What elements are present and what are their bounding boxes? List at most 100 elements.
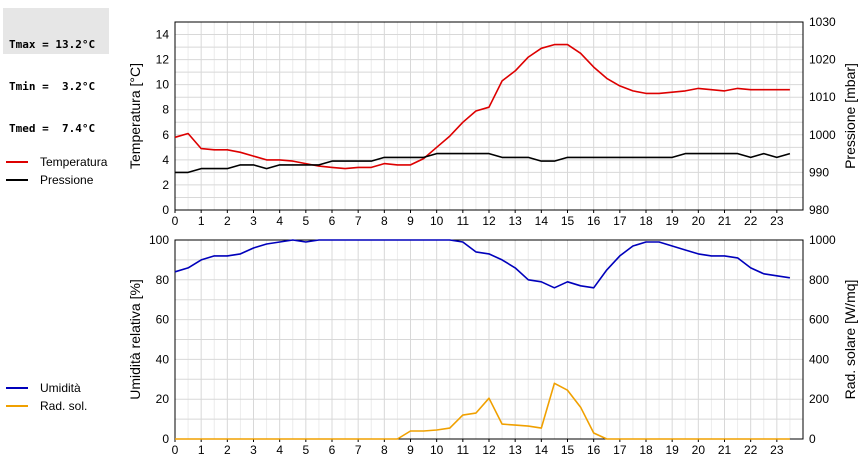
y-tick-label: 6 <box>162 128 169 142</box>
x-tick-label: 6 <box>329 214 336 228</box>
chart-panel-temp: 0 1 2 3 4 5 6 7 8 9 10 11 12 13 14 15 16 17 18 19 20 21 22 2302… <box>127 15 858 228</box>
x-tick-label: 18 <box>639 443 653 457</box>
x-tick-label: 22 <box>744 443 758 457</box>
tmax-text: Tmax = 13.2°C <box>9 38 96 51</box>
x-tick-label: 22 <box>744 214 758 228</box>
chart-panel-hum: 0 1 2 3 4 5 6 7 8 9 10 11 12 13 14 15 16 17 18 19 20 21 22 2302… <box>127 233 858 457</box>
tmed-text: Tmed = 7.4°C <box>9 122 96 135</box>
x-tick-label: 3 <box>250 443 257 457</box>
x-tick-label: 2 <box>224 443 231 457</box>
y2-tick-label: 800 <box>809 273 829 287</box>
x-tick-label: 5 <box>302 443 309 457</box>
x-tick-label: 19 <box>665 214 679 228</box>
x-tick-label: 14 <box>535 443 549 457</box>
x-tick-label: 11 <box>457 214 470 228</box>
x-tick-label: 1 <box>198 443 205 457</box>
y-tick-label: 4 <box>162 153 169 167</box>
legend-swatch-rad-sol <box>6 405 28 407</box>
legend-item-umidita: Umidità <box>6 379 87 397</box>
series-line-temperatura <box>174 43 790 170</box>
x-tick-label: 23 <box>770 214 784 228</box>
x-tick-label: 7 <box>355 214 362 228</box>
x-tick-label: 0 <box>172 443 179 457</box>
legend-swatch-umidita <box>6 387 28 389</box>
y2-tick-label: 1020 <box>809 53 836 67</box>
legend-item-pressione: Pressione <box>6 171 107 189</box>
x-tick-label: 10 <box>430 443 444 457</box>
y-tick-label: 0 <box>162 432 169 446</box>
x-tick-label: 19 <box>665 443 679 457</box>
x-tick-label: 17 <box>613 214 627 228</box>
y2-tick-label: 980 <box>809 203 829 217</box>
x-tick-label: 11 <box>457 443 470 457</box>
series-line-rad-sol <box>175 382 790 440</box>
y2-tick-label: 1010 <box>809 90 836 104</box>
y-tick-label: 0 <box>162 203 169 217</box>
y-tick-label: 60 <box>156 313 170 327</box>
x-tick-label: 5 <box>302 214 309 228</box>
x-tick-label: 9 <box>407 443 414 457</box>
x-tick-label: 8 <box>381 214 388 228</box>
y-axis-title: Temperatura [°C] <box>127 63 143 169</box>
y-tick-label: 8 <box>162 103 169 117</box>
x-tick-label: 9 <box>407 214 414 228</box>
y2-tick-label: 1000 <box>809 233 836 247</box>
y2-tick-label: 400 <box>809 352 829 366</box>
legend-bottom: Umidità Rad. sol. <box>6 379 87 415</box>
x-tick-label: 20 <box>692 214 706 228</box>
x-tick-label: 18 <box>639 214 653 228</box>
x-tick-label: 21 <box>718 214 732 228</box>
x-tick-label: 16 <box>587 443 601 457</box>
y2-tick-label: 200 <box>809 392 829 406</box>
y2-axis-title: Rad. solare [W/mq] <box>842 280 858 400</box>
legend-swatch-pressione <box>6 179 28 181</box>
x-tick-label: 10 <box>430 214 444 228</box>
x-tick-label: 0 <box>172 214 179 228</box>
x-tick-label: 21 <box>718 443 732 457</box>
x-tick-label: 2 <box>224 214 231 228</box>
y-axis-title: Umidità relativa [%] <box>127 279 143 400</box>
x-tick-label: 15 <box>561 443 575 457</box>
x-tick-label: 14 <box>535 214 549 228</box>
y-tick-label: 12 <box>156 53 170 67</box>
y2-tick-label: 0 <box>809 432 816 446</box>
y-tick-label: 20 <box>156 392 170 406</box>
y-tick-label: 80 <box>156 273 170 287</box>
legend-label-pressione: Pressione <box>40 173 94 187</box>
x-tick-label: 12 <box>482 214 496 228</box>
x-tick-label: 8 <box>381 443 388 457</box>
legend-label-rad-sol: Rad. sol. <box>40 399 88 413</box>
series-line-pressione <box>175 152 791 174</box>
y-tick-label: 10 <box>156 78 170 92</box>
tmin-text: Tmin = 3.2°C <box>9 80 96 93</box>
legend-item-temperatura: Temperatura <box>6 153 107 171</box>
series-line-umidit <box>174 239 791 289</box>
x-tick-label: 13 <box>508 214 522 228</box>
y-tick-label: 100 <box>149 233 169 247</box>
stats-box: Tmax = 13.2°C Tmin = 3.2°C Tmed = 7.4°C <box>3 8 109 135</box>
y2-tick-label: 1030 <box>809 15 836 29</box>
x-tick-label: 16 <box>587 214 601 228</box>
x-tick-label: 23 <box>770 443 784 457</box>
y-tick-label: 14 <box>156 28 170 42</box>
legend-swatch-temperatura <box>6 161 28 163</box>
y2-tick-label: 990 <box>809 165 829 179</box>
y2-tick-label: 600 <box>809 313 829 327</box>
x-tick-label: 6 <box>329 443 336 457</box>
x-tick-label: 17 <box>613 443 627 457</box>
y-tick-label: 40 <box>156 352 170 366</box>
legend-item-rad-sol: Rad. sol. <box>6 397 87 415</box>
y-tick-label: 2 <box>162 178 169 192</box>
x-tick-label: 20 <box>692 443 706 457</box>
x-tick-label: 3 <box>250 214 257 228</box>
x-tick-label: 4 <box>276 443 283 457</box>
x-tick-label: 4 <box>276 214 283 228</box>
x-tick-label: 12 <box>482 443 496 457</box>
y2-tick-label: 1000 <box>809 128 836 142</box>
x-tick-label: 15 <box>561 214 575 228</box>
x-tick-label: 7 <box>355 443 362 457</box>
legend-top: Temperatura Pressione <box>6 153 107 189</box>
legend-label-temperatura: Temperatura <box>40 155 108 169</box>
legend-label-umidita: Umidità <box>40 381 81 395</box>
